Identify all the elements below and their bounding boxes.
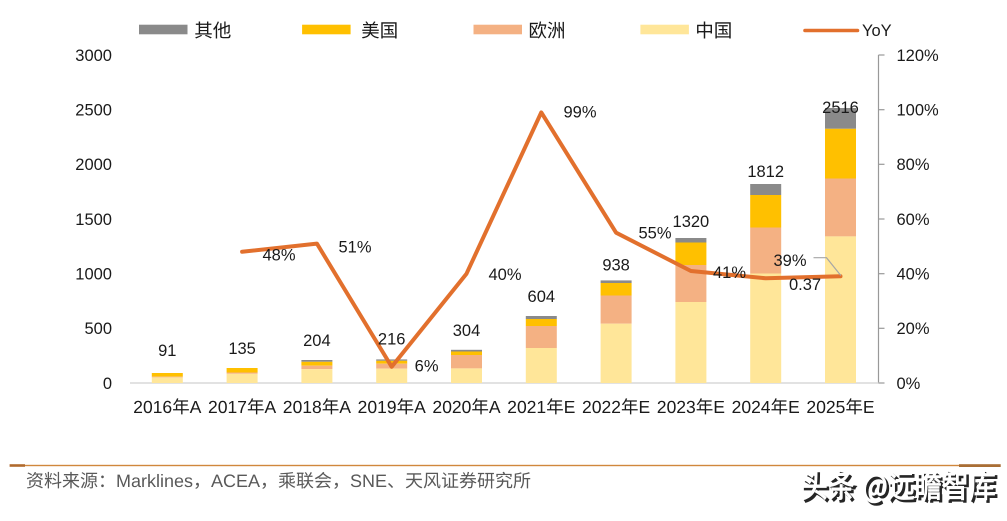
svg-text:91: 91 xyxy=(158,342,176,360)
svg-text:39%: 39% xyxy=(773,252,806,270)
svg-text:216: 216 xyxy=(378,331,406,349)
svg-text:1500: 1500 xyxy=(75,211,112,229)
svg-text:1812: 1812 xyxy=(747,163,784,181)
svg-text:0%: 0% xyxy=(897,375,921,393)
svg-text:20%: 20% xyxy=(897,320,930,338)
svg-text:40%: 40% xyxy=(488,266,521,284)
svg-text:41%: 41% xyxy=(713,264,746,282)
svg-text:2500: 2500 xyxy=(75,102,112,120)
svg-text:1000: 1000 xyxy=(75,266,112,284)
svg-text:2000: 2000 xyxy=(75,156,112,174)
svg-text:60%: 60% xyxy=(897,211,930,229)
svg-text:1320: 1320 xyxy=(673,213,710,231)
svg-text:0.37: 0.37 xyxy=(789,276,821,294)
svg-text:40%: 40% xyxy=(897,266,930,284)
svg-text:604: 604 xyxy=(528,288,556,306)
svg-text:48%: 48% xyxy=(262,246,295,264)
svg-text:120%: 120% xyxy=(897,47,940,65)
svg-text:938: 938 xyxy=(602,256,630,274)
svg-text:304: 304 xyxy=(453,322,481,340)
svg-text:80%: 80% xyxy=(897,156,930,174)
svg-text:YoY: YoY xyxy=(862,22,892,40)
svg-text:2516: 2516 xyxy=(822,99,859,117)
svg-text:100%: 100% xyxy=(897,102,940,120)
svg-text:135: 135 xyxy=(228,340,256,358)
svg-text:6%: 6% xyxy=(415,358,439,376)
svg-text:3000: 3000 xyxy=(75,47,112,65)
svg-text:500: 500 xyxy=(84,320,112,338)
svg-text:204: 204 xyxy=(303,332,331,350)
svg-text:0: 0 xyxy=(103,375,112,393)
svg-text:99%: 99% xyxy=(563,103,596,121)
svg-text:51%: 51% xyxy=(338,238,371,256)
svg-text:55%: 55% xyxy=(638,224,671,242)
